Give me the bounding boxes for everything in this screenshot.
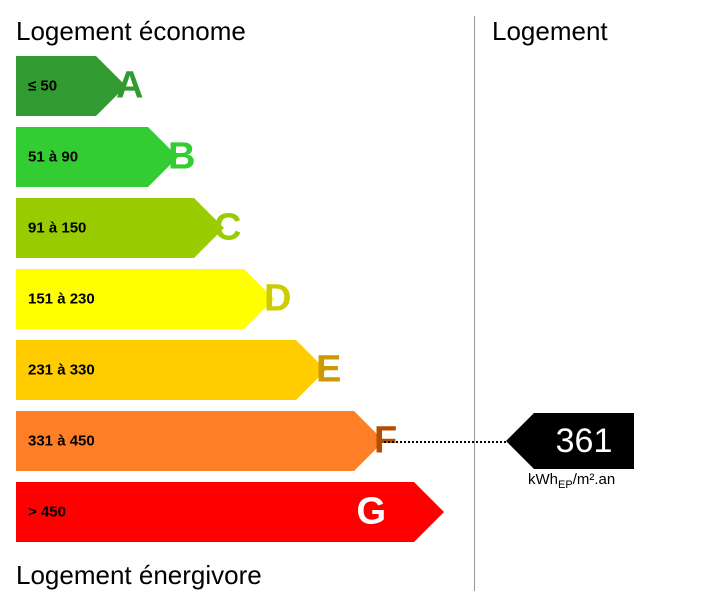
energy-bar-body: 91 à 150: [16, 198, 194, 258]
title-energy-intensive: Logement énergivore: [16, 560, 262, 591]
energy-bar-g: > 450 G: [16, 482, 444, 542]
energy-bar-arrow: [414, 482, 444, 542]
indicator-unit: kWhEP/m².an: [528, 471, 615, 491]
indicator-value: 361: [534, 413, 634, 469]
energy-bar-body: 231 à 330: [16, 340, 296, 400]
title-this-dwelling: Logement: [492, 16, 608, 47]
energy-bar-letter: A: [116, 65, 143, 108]
energy-bar-range: ≤ 50: [28, 78, 57, 95]
energy-bars: ≤ 50 A 51 à 90 B 91 à 150 C 151 à 230 D 231 à 33…: [16, 56, 444, 553]
energy-bar-range: > 450: [28, 504, 66, 521]
energy-bar-letter: B: [168, 136, 195, 179]
indicator-arrow: [506, 413, 534, 469]
energy-bar-b: 51 à 90 B: [16, 127, 444, 187]
energy-bar-range: 331 à 450: [28, 433, 95, 450]
energy-bar-e: 231 à 330 E: [16, 340, 444, 400]
energy-bar-f: 331 à 450F: [16, 411, 444, 471]
dpe-diagram: Logement économe Logement ≤ 50 A 51 à 90 B 9…: [0, 0, 712, 605]
energy-value-indicator: 361: [506, 413, 634, 469]
energy-bar-body: > 450 G: [16, 482, 414, 542]
energy-bar-c: 91 à 150 C: [16, 198, 444, 258]
energy-bar-letter: E: [316, 349, 341, 392]
energy-bar-body: 331 à 450: [16, 411, 354, 471]
energy-bar-body: ≤ 50: [16, 56, 96, 116]
energy-bar-d: 151 à 230 D: [16, 269, 444, 329]
energy-bar-range: 231 à 330: [28, 362, 95, 379]
indicator-connector-line: [384, 441, 506, 443]
energy-bar-range: 51 à 90: [28, 149, 78, 166]
energy-bar-letter: D: [264, 278, 291, 321]
energy-bar-a: ≤ 50 A: [16, 56, 444, 116]
energy-bar-range: 151 à 230: [28, 291, 95, 308]
vertical-divider: [474, 16, 475, 591]
energy-bar-range: 91 à 150: [28, 220, 86, 237]
energy-bar-letter: C: [214, 207, 241, 250]
energy-bar-body: 51 à 90: [16, 127, 148, 187]
title-economical: Logement économe: [16, 16, 246, 47]
energy-bar-letter: G: [356, 491, 386, 534]
energy-bar-body: 151 à 230: [16, 269, 244, 329]
